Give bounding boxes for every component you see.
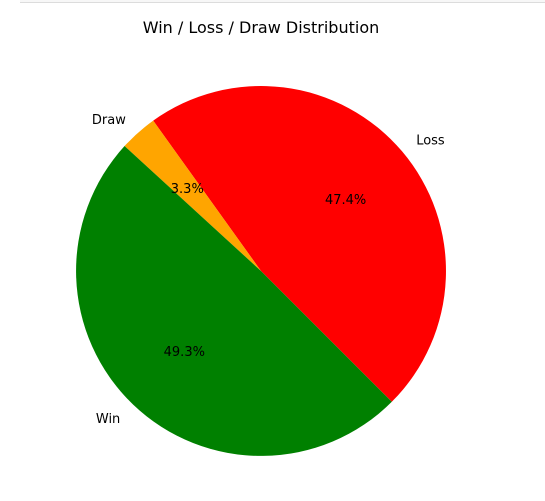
percent-label-win: 49.3% bbox=[164, 345, 205, 360]
frame-top-edge bbox=[20, 0, 545, 3]
percent-label-loss: 47.4% bbox=[325, 193, 366, 208]
pie-slice-loss bbox=[153, 86, 446, 402]
category-labels: Loss Draw Win bbox=[92, 113, 445, 427]
chart-title: Win / Loss / Draw Distribution bbox=[143, 18, 380, 37]
category-label-draw: Draw bbox=[92, 113, 126, 128]
category-label-loss: Loss bbox=[416, 133, 445, 148]
pie-slices bbox=[76, 86, 446, 456]
percent-label-draw: 3.3% bbox=[171, 182, 204, 197]
pie-slice-draw bbox=[124, 120, 261, 272]
category-label-win: Win bbox=[96, 412, 120, 427]
pie-slice-win bbox=[76, 146, 392, 456]
percentage-labels: 47.4% 3.3% 49.3% bbox=[164, 182, 367, 360]
